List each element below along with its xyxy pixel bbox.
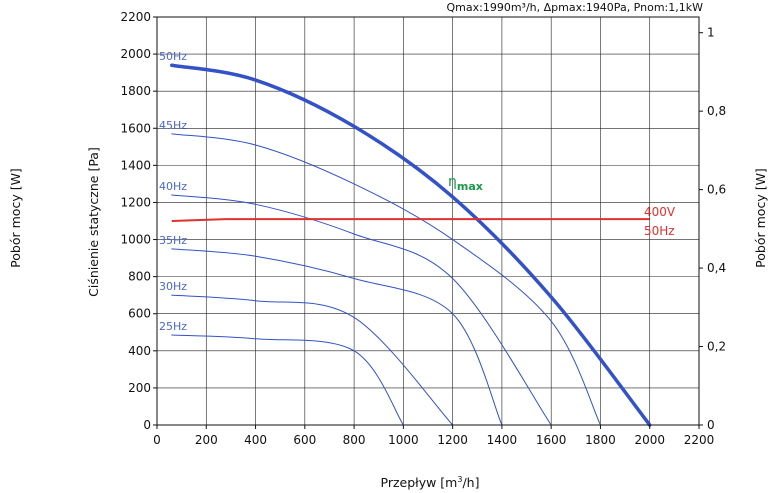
x-tick-label: 0: [153, 433, 161, 447]
x-tick-label: 600: [293, 433, 316, 447]
y-tick-label: 800: [128, 270, 151, 284]
y-tick-label: 1000: [120, 233, 151, 247]
y-tick-label: 2200: [120, 10, 151, 24]
right-tick-label: 1: [707, 26, 715, 40]
series-line-30hz: [171, 294, 454, 426]
series-label-50hz: 50Hz: [159, 50, 187, 63]
y-tick-label: 1400: [120, 158, 151, 172]
y-tick-label: 1600: [120, 121, 151, 135]
y-axis-ticks: 0 200 400 600 800 1000 1200 1400 1600 1800 2000 220…: [120, 10, 157, 432]
series-label-45hz: 45Hz: [159, 119, 187, 132]
series-line-35hz: [171, 248, 503, 426]
right-tick-label: 0,8: [707, 104, 726, 118]
right-tick-label: 0,2: [707, 340, 726, 354]
x-tick-label: 400: [244, 433, 267, 447]
x-tick-label: 1200: [437, 433, 468, 447]
series-label-35hz: 35Hz: [159, 234, 187, 247]
x-axis-title: Przepływ [m3/h]: [381, 475, 480, 490]
series-label-40hz: 40Hz: [159, 180, 187, 193]
plot-frame: [156, 16, 700, 426]
power-label-voltage: 400V: [644, 205, 676, 219]
header-note: Qmax:1990m³/h, Δpmax:1940Pa, Pnom:1,1kW: [447, 1, 704, 14]
x-axis-ticks: 0 200 400 600 800 1000 1200 1400 1600 1800 2000 220…: [153, 425, 714, 447]
x-tick-label: 2200: [684, 433, 715, 447]
y-tick-label: 2000: [120, 47, 151, 61]
curve-labels: 50Hz 45Hz 40Hz 35Hz 30Hz 25Hz: [159, 50, 187, 333]
y-tick-label: 600: [128, 307, 151, 321]
x-tick-label: 1400: [487, 433, 518, 447]
y-tick-label: 400: [128, 344, 151, 358]
x-tick-label: 200: [195, 433, 218, 447]
right-tick-label: 0: [707, 418, 715, 432]
series-line-50hz: [170, 63, 652, 427]
series-line-40hz: [171, 194, 552, 426]
x-tick-label: 1600: [536, 433, 567, 447]
y-tick-label: 0: [143, 418, 151, 432]
series-label-30hz: 30Hz: [159, 280, 187, 293]
power-line: [171, 218, 650, 222]
left-axis-title: Ciśnienie statyczne [Pa]: [86, 147, 101, 297]
x-tick-label: 1000: [388, 433, 419, 447]
power-label-frequency: 50Hz: [644, 224, 675, 238]
right-axis-title: Pobór mocy [W]: [753, 168, 768, 268]
y-tick-label: 1800: [120, 84, 151, 98]
plot-border: [156, 16, 700, 426]
series-line-25hz: [171, 334, 404, 426]
grid: [156, 16, 700, 426]
y-tick-label: 200: [128, 381, 151, 395]
series-line-45hz: [171, 133, 601, 426]
efficiency-max-label: ηmax: [448, 174, 483, 193]
right-tick-label: 0,6: [707, 183, 726, 197]
outer-left-axis-title: Pobór mocy [W]: [8, 168, 23, 268]
x-tick-label: 2000: [634, 433, 665, 447]
fan-curves: [170, 63, 652, 427]
x-tick-label: 800: [343, 433, 366, 447]
x-tick-label: 1800: [585, 433, 616, 447]
series-label-25hz: 25Hz: [159, 320, 187, 333]
right-axis-ticks: 0 0,2 0,4 0,6 0,8 1: [699, 26, 726, 432]
y-tick-label: 1200: [120, 195, 151, 209]
right-tick-label: 0,4: [707, 261, 726, 275]
